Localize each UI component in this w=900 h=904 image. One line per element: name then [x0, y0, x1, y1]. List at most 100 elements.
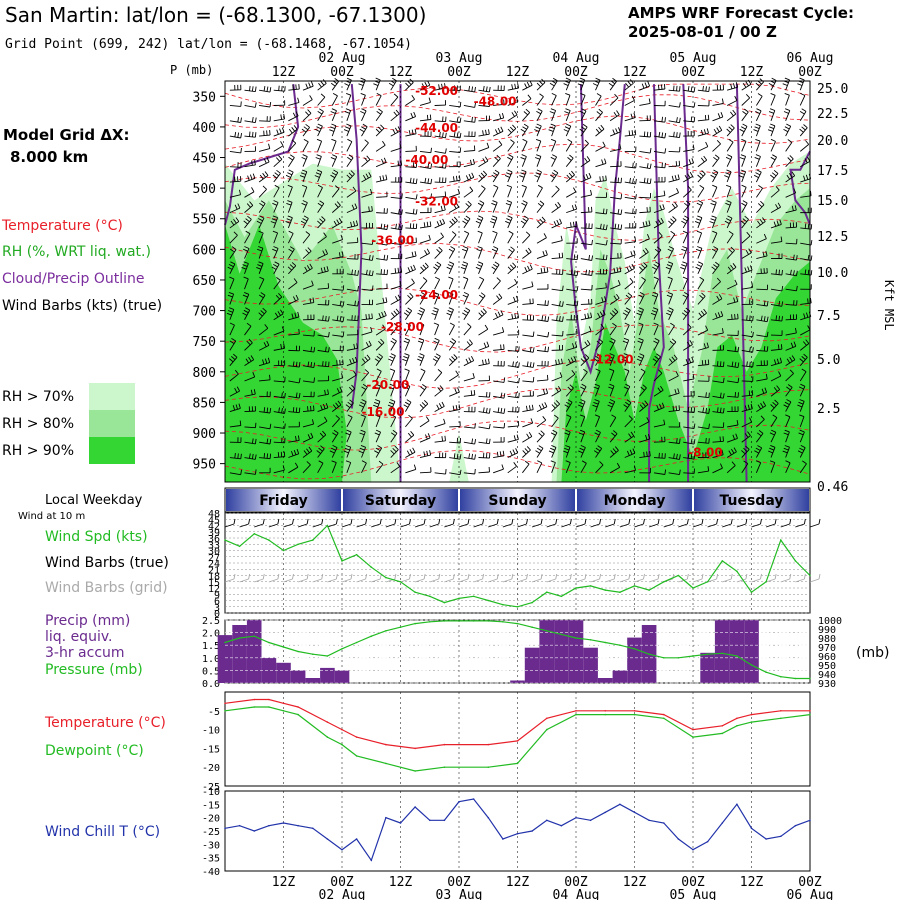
isotherm-label-5: -36.00 — [371, 234, 414, 248]
wind-barb — [303, 396, 314, 397]
isotherm-label-8: -12.00 — [591, 352, 634, 366]
pressure-line-point — [692, 655, 694, 657]
precip-bar — [247, 620, 262, 683]
panel-legend-item: liq. equiv. — [45, 629, 112, 645]
precip-bar — [525, 648, 540, 683]
panel-legend-item: Pressure (mb) — [45, 662, 143, 678]
wind-chill-line-point — [634, 812, 636, 814]
top-date-label: 02 Aug — [319, 51, 366, 66]
wind-chill-line-point — [751, 828, 753, 830]
wind-speed-line-point — [722, 560, 724, 562]
wind-barb-flag — [240, 421, 241, 426]
wind-chill-line-point — [692, 849, 694, 851]
wind-barb-flag — [253, 132, 254, 137]
dewpoint-line-point — [722, 733, 724, 735]
weekday-name: Saturday — [365, 493, 436, 509]
wind-barb-flag — [778, 345, 779, 350]
wind-speed-line-point — [605, 589, 607, 591]
wind-barb-flag — [723, 436, 724, 441]
pressure-tick-label: 550 — [193, 213, 216, 228]
temperature-line-point — [736, 718, 738, 720]
wind-barb-flag — [270, 375, 271, 380]
wind-barb — [683, 473, 694, 474]
wind-barb-flag — [636, 163, 637, 168]
wind-barb-flag — [665, 163, 666, 168]
wind-barb-flag — [460, 148, 461, 153]
wind-chill-line-point — [517, 833, 519, 835]
precip-bar — [510, 681, 525, 684]
precip-bar — [700, 653, 715, 683]
pressure-tick-label: 800 — [193, 366, 216, 381]
isotherm-label-4: -32.00 — [415, 194, 458, 208]
dewpoint-line-point — [546, 729, 548, 731]
pressure-line-point — [297, 651, 299, 653]
wind-chill-line-point — [414, 806, 416, 808]
dewpoint-line-point — [488, 766, 490, 768]
wind-chill-line-point — [254, 830, 256, 832]
temperature-line-point — [268, 699, 270, 701]
wind-chill-line-point — [736, 804, 738, 806]
bottom-date-label: 04 Aug — [553, 888, 600, 900]
pressure-tick-label: 950 — [193, 458, 216, 473]
top-hour-label: 12Z — [740, 65, 764, 80]
pressure-axis-title: P (mb) — [170, 63, 213, 77]
wind-barb-flag — [632, 130, 633, 135]
wind-row-label: Wind at 10 m — [18, 511, 85, 522]
wind-barb-flag — [709, 87, 710, 92]
dewpoint-line-point — [268, 706, 270, 708]
wind-barb-flag — [285, 86, 286, 91]
wind-barb-flag — [596, 78, 601, 80]
wind-barb-flag — [673, 406, 674, 411]
wind-barb-flag — [702, 360, 703, 365]
panel-legend-item: 3-hr accum — [45, 645, 125, 661]
dewpoint-line-point — [283, 710, 285, 712]
wind-barb-flag — [255, 132, 256, 137]
isotherm-label-2: -44.00 — [415, 121, 458, 135]
temperature-line-point — [254, 699, 256, 701]
pressure-line-point — [736, 655, 738, 657]
wind-barb — [318, 304, 329, 305]
wind-chill-line-point — [502, 838, 504, 840]
grid-wind-barb-flag — [819, 574, 820, 579]
wind-barb-flag — [676, 406, 677, 411]
rh-swatch-2 — [89, 437, 135, 464]
wind-speed-line-point — [765, 581, 767, 583]
precip-bar — [598, 678, 613, 683]
legend-item-3: Wind Barbs (kts) (true) — [2, 298, 162, 314]
wind-barb-flag — [709, 393, 710, 398]
pressure-line-point — [634, 648, 636, 650]
wind-barb-flag — [235, 453, 236, 458]
wind-barb-flag — [811, 298, 812, 303]
wind-speed-line-point — [678, 575, 680, 577]
wind-barb-flag — [747, 315, 748, 320]
pressure-tick-label: 750 — [193, 335, 216, 350]
wind-chill-line-point — [648, 820, 650, 822]
wind-barb — [449, 426, 460, 427]
wind-barb-flag — [735, 314, 736, 319]
wind-barb-flag — [811, 270, 812, 275]
wind-barb-flag — [270, 130, 271, 135]
y-tick-label: -20 — [202, 763, 220, 774]
y-tick-label: -10 — [202, 787, 220, 798]
temperature-line-point — [444, 744, 446, 746]
wind-speed-line-point — [634, 585, 636, 587]
pressure-tick-label: 900 — [193, 427, 216, 442]
wind-barb-flag — [808, 299, 809, 304]
wind-speed-line-point — [517, 606, 519, 608]
wind-chill-line-point — [663, 822, 665, 824]
y-tick-label: -35 — [202, 854, 220, 865]
wind-barb-flag — [311, 406, 312, 411]
wind-barb-flag — [343, 332, 344, 337]
precip-bar — [291, 670, 306, 683]
pressure-line-point — [751, 664, 753, 666]
wind-barb-flag — [805, 224, 806, 229]
wind-barb-flag — [369, 314, 370, 319]
rh-swatch-1 — [89, 410, 135, 437]
pressure-line-point — [488, 620, 490, 622]
wind-speed-line-point — [809, 575, 811, 577]
height-tick-label: 2.5 — [817, 402, 840, 417]
bottom-hour-label: 12Z — [740, 875, 764, 890]
local-weekday-label: Local Weekday — [45, 493, 143, 508]
